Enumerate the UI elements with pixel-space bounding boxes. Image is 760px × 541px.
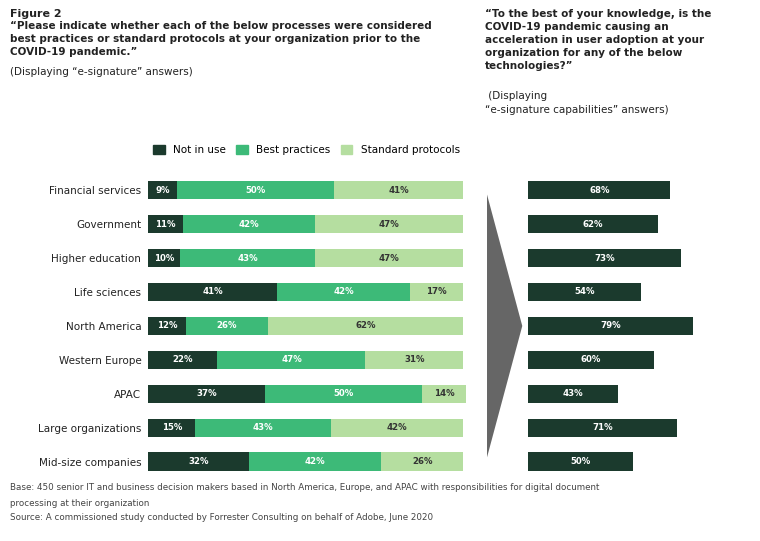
Text: 37%: 37% [196, 390, 217, 398]
Bar [366, 351, 463, 370]
Text: 32%: 32% [188, 457, 209, 466]
Text: 47%: 47% [281, 355, 302, 365]
Text: 41%: 41% [388, 186, 409, 195]
Text: 31%: 31% [404, 355, 425, 365]
Bar [217, 351, 366, 370]
Text: 50%: 50% [570, 457, 591, 466]
Bar [528, 316, 693, 335]
Bar [264, 385, 422, 403]
Text: 50%: 50% [334, 390, 353, 398]
Bar [528, 249, 681, 267]
Polygon shape [487, 195, 522, 457]
Bar [249, 452, 382, 471]
Text: Source: A commissioned study conducted by Forrester Consulting on behalf of Adob: Source: A commissioned study conducted b… [10, 513, 433, 523]
Text: 50%: 50% [245, 186, 265, 195]
Text: 47%: 47% [378, 220, 400, 228]
Bar [528, 181, 670, 200]
Bar [148, 215, 183, 233]
Text: 15%: 15% [162, 424, 182, 432]
Text: 42%: 42% [239, 220, 259, 228]
Bar [268, 316, 463, 335]
Text: Base: 450 senior IT and business decision makers based in North America, Europe,: Base: 450 senior IT and business decisio… [10, 483, 599, 492]
Text: 42%: 42% [305, 457, 325, 466]
Bar [183, 215, 315, 233]
Bar [528, 351, 654, 370]
Text: (Displaying
“e-signature capabilities” answers): (Displaying “e-signature capabilities” a… [485, 91, 669, 115]
Text: Figure 2: Figure 2 [10, 9, 62, 18]
Text: 71%: 71% [592, 424, 613, 432]
Bar [528, 385, 618, 403]
Bar [148, 316, 186, 335]
Text: 68%: 68% [589, 186, 610, 195]
Bar [148, 249, 179, 267]
Text: 62%: 62% [583, 220, 603, 228]
Text: 26%: 26% [412, 457, 432, 466]
Bar [148, 385, 264, 403]
Text: 73%: 73% [594, 254, 615, 262]
Bar [334, 181, 463, 200]
Text: 22%: 22% [173, 355, 193, 365]
Text: 60%: 60% [581, 355, 601, 365]
Text: 12%: 12% [157, 321, 177, 331]
Bar [528, 282, 641, 301]
Text: “Please indicate whether each of the below processes were considered
best practi: “Please indicate whether each of the bel… [10, 21, 432, 57]
Bar [528, 452, 632, 471]
Text: 17%: 17% [426, 287, 447, 296]
Legend: Not in use, Best practices, Standard protocols: Not in use, Best practices, Standard pro… [154, 145, 460, 155]
Text: 62%: 62% [355, 321, 375, 331]
Text: 9%: 9% [155, 186, 169, 195]
Bar [528, 215, 657, 233]
Bar [148, 351, 217, 370]
Bar [176, 181, 334, 200]
Bar [382, 452, 463, 471]
Bar [148, 452, 249, 471]
Text: 43%: 43% [237, 254, 258, 262]
Bar [277, 282, 410, 301]
Bar [195, 419, 331, 437]
Text: processing at their organization: processing at their organization [10, 499, 149, 508]
Bar [148, 181, 176, 200]
Text: 54%: 54% [575, 287, 595, 296]
Text: “To the best of your knowledge, is the
COVID-19 pandemic causing an
acceleration: “To the best of your knowledge, is the C… [485, 9, 711, 71]
Bar [315, 249, 463, 267]
Text: 79%: 79% [600, 321, 621, 331]
Bar [315, 215, 463, 233]
Text: 42%: 42% [333, 287, 353, 296]
Text: 47%: 47% [378, 254, 400, 262]
Text: 10%: 10% [154, 254, 174, 262]
Text: 26%: 26% [217, 321, 237, 331]
Bar [528, 419, 676, 437]
Text: 43%: 43% [253, 424, 274, 432]
Text: 11%: 11% [155, 220, 176, 228]
Text: 43%: 43% [563, 390, 584, 398]
Text: 42%: 42% [387, 424, 407, 432]
Bar [422, 385, 466, 403]
Text: 41%: 41% [202, 287, 223, 296]
Text: (Displaying “e-signature” answers): (Displaying “e-signature” answers) [10, 67, 192, 77]
Text: 14%: 14% [434, 390, 454, 398]
Bar [148, 282, 277, 301]
Bar [179, 249, 315, 267]
Bar [331, 419, 463, 437]
Bar [410, 282, 463, 301]
Bar [186, 316, 268, 335]
Bar [148, 419, 195, 437]
